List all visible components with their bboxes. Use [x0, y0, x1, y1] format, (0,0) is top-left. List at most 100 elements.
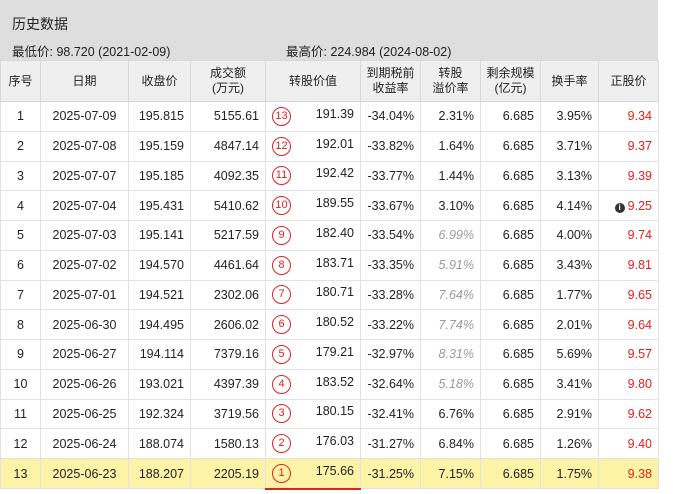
- table-cell: 6.685: [480, 457, 541, 490]
- table-row: 10 2025-06-26 193.021 4397.39 4 183.52 -32.64%…: [0, 368, 659, 400]
- table-cell: 2: [0, 130, 41, 162]
- conversion-value-cell: 13 191.39: [265, 101, 361, 132]
- column-header: 日期: [40, 60, 129, 102]
- conversion-value-cell: 2 176.03: [265, 428, 361, 459]
- table-cell: 1.64%: [420, 130, 481, 162]
- table-cell: 3.10%: [420, 190, 481, 221]
- table-cell: 2025-07-04: [40, 190, 129, 221]
- conversion-value-cell: 3 180.15: [265, 398, 361, 430]
- table-cell: 2025-06-26: [40, 368, 129, 400]
- table-row: 2 2025-07-08 195.159 4847.14 12 192.01 -33.82%…: [0, 130, 659, 162]
- stock-price: 9.74: [627, 228, 652, 243]
- stock-price-cell: 9.64: [598, 309, 659, 340]
- table-cell: 195.159: [128, 130, 191, 162]
- table-cell: 2025-06-23: [40, 457, 129, 490]
- stock-price: 9.64: [627, 317, 652, 332]
- table-cell: 2.01%: [540, 309, 599, 340]
- rank-circle: 8: [272, 255, 291, 275]
- table-cell: 193.021: [128, 368, 191, 400]
- stock-price-cell: 9.37: [598, 130, 659, 162]
- table-row: 6 2025-07-02 194.570 4461.64 8 183.71 -33.35% 5…: [0, 249, 659, 281]
- conversion-value: 192.42: [315, 166, 354, 181]
- table-cell: 2025-07-02: [40, 249, 129, 281]
- stock-price-cell: 9.39: [598, 160, 659, 192]
- table-row: 5 2025-07-03 195.141 5217.59 9 182.40 -33.54% 6…: [0, 220, 659, 251]
- table-row: 4 2025-07-04 195.431 5410.62 10 189.55 -33.67%…: [0, 190, 659, 221]
- table-cell: -32.41%: [360, 398, 421, 430]
- table-cell: 1.26%: [540, 428, 599, 459]
- conversion-value: 179.21: [315, 344, 354, 359]
- stock-price: 9.34: [627, 109, 652, 124]
- table-cell: -33.67%: [360, 190, 421, 221]
- table-cell: 6.76%: [420, 398, 481, 430]
- history-table: 序号 日期 收盘价 成交额 (万元) 转股价值 到期税前 收益率 转股 溢价率 剩余规模 (亿…: [0, 60, 659, 490]
- table-cell: -33.82%: [360, 130, 421, 162]
- table-cell: -31.27%: [360, 428, 421, 459]
- info-icon: i: [614, 202, 625, 213]
- table-cell: 1.77%: [540, 279, 599, 311]
- conversion-value: 180.52: [315, 315, 354, 330]
- column-header: 到期税前 收益率: [360, 60, 421, 102]
- table-cell: 3.95%: [540, 101, 599, 132]
- table-cell: 1: [0, 101, 41, 132]
- header-row: 序号 日期 收盘价 成交额 (万元) 转股价值 到期税前 收益率 转股 溢价率 剩余规模 (亿…: [0, 60, 659, 102]
- table-cell: 2205.19: [190, 457, 266, 490]
- table-cell: 5: [0, 220, 41, 251]
- table-cell: 2025-06-24: [40, 428, 129, 459]
- conversion-value: 180.71: [315, 285, 354, 300]
- table-cell: 2606.02: [190, 309, 266, 340]
- low-price: 最低价: 98.720 (2021-02-09): [12, 45, 171, 59]
- column-header: 剩余规模 (亿元): [480, 60, 541, 102]
- rank-circle: 2: [272, 434, 291, 454]
- stock-price: 9.37: [627, 139, 652, 154]
- table-cell: 2302.06: [190, 279, 266, 311]
- table-cell: 7: [0, 279, 41, 311]
- rank-circle: 10: [272, 196, 291, 216]
- stock-price-cell: 9.62: [598, 398, 659, 430]
- table-cell: -33.28%: [360, 279, 421, 311]
- stock-price: 9.40: [627, 436, 652, 451]
- column-header: 换手率: [540, 60, 599, 102]
- table-cell: 2025-07-08: [40, 130, 129, 162]
- table-cell: 5.18%: [420, 368, 481, 400]
- conversion-value-cell: 8 183.71: [265, 249, 361, 281]
- panel: 历史数据 最低价: 98.720 (2021-02-09) 最高价: 224.9…: [0, 0, 659, 490]
- table-cell: 2025-07-09: [40, 101, 129, 132]
- table-cell: 7379.16: [190, 339, 266, 370]
- table-cell: 2025-06-25: [40, 398, 129, 430]
- table-cell: 3719.56: [190, 398, 266, 430]
- table-cell: 2.31%: [420, 101, 481, 132]
- stock-price-cell: 9.81: [598, 249, 659, 281]
- table-cell: 7.15%: [420, 457, 481, 490]
- stock-price: 9.62: [627, 406, 652, 421]
- conversion-value: 183.71: [315, 255, 354, 270]
- conversion-value-cell: 10 189.55: [265, 190, 361, 221]
- table-cell: -32.64%: [360, 368, 421, 400]
- table-cell: 8.31%: [420, 339, 481, 370]
- table-cell: 2025-06-30: [40, 309, 129, 340]
- table-row: 13 2025-06-23 188.207 2205.19 1 175.66 -31.25%…: [0, 457, 659, 490]
- stock-price: 9.80: [627, 377, 652, 392]
- conversion-value: 175.66: [315, 463, 354, 478]
- table-cell: 194.495: [128, 309, 191, 340]
- stock-price: 9.25: [627, 198, 652, 213]
- table-row: 11 2025-06-25 192.324 3719.56 3 180.15 -32.41%…: [0, 398, 659, 430]
- table-cell: 2025-07-07: [40, 160, 129, 192]
- table-cell: 192.324: [128, 398, 191, 430]
- table-cell: 2025-07-03: [40, 220, 129, 251]
- table-cell: 2025-06-27: [40, 339, 129, 370]
- rank-circle: 11: [272, 166, 291, 186]
- conversion-value: 183.52: [315, 374, 354, 389]
- table-cell: 6.685: [480, 190, 541, 221]
- table-cell: 6.685: [480, 309, 541, 340]
- rank-circle: 7: [272, 285, 291, 305]
- rank-circle: 3: [272, 404, 291, 424]
- conversion-value-cell: 4 183.52: [265, 368, 361, 400]
- table-cell: 6.685: [480, 249, 541, 281]
- conversion-value: 191.39: [315, 106, 354, 121]
- table-cell: 5.91%: [420, 249, 481, 281]
- table-cell: 5155.61: [190, 101, 266, 132]
- column-header: 序号: [0, 60, 41, 102]
- table-cell: 195.185: [128, 160, 191, 192]
